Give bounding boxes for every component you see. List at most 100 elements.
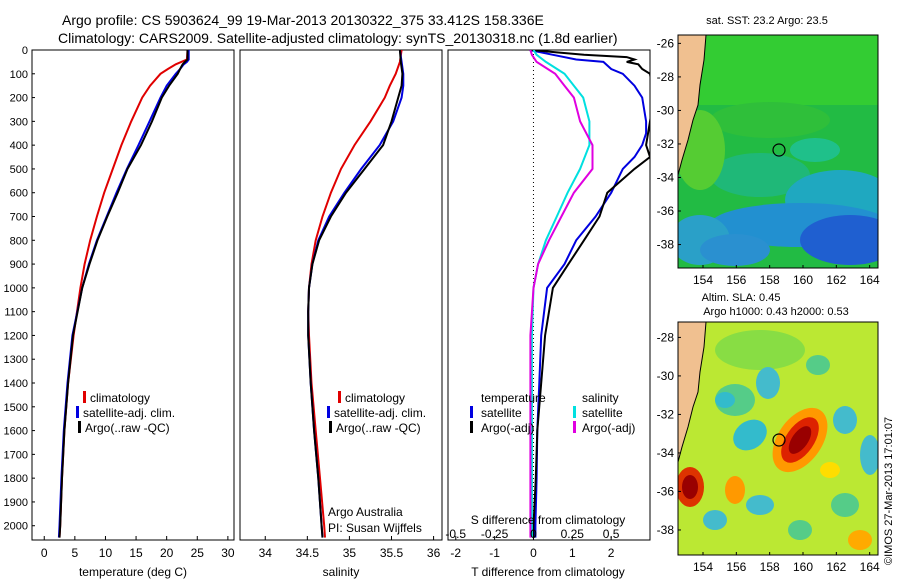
lat-tick-label: -32	[657, 407, 675, 421]
s-difference-label: S difference from climatology	[471, 513, 626, 527]
depth-tick-label: 2000	[4, 521, 28, 533]
legend-label-climatology: climatology	[345, 391, 405, 405]
x-tick-label: 0	[41, 546, 48, 560]
depth-tick-label: 1500	[4, 402, 28, 414]
salinity-argo-line	[307, 50, 404, 538]
s-tick-label: -0.5	[445, 527, 466, 541]
lon-tick-label: 164	[860, 273, 880, 287]
x-tick-label: 35	[343, 546, 357, 560]
legend-label-salinity-satellite: satellite	[582, 406, 623, 420]
depth-tick-label: 1300	[4, 354, 28, 366]
salinity-xlabel: salinity	[323, 565, 360, 579]
lat-tick-label: -34	[657, 170, 675, 184]
sst-field	[678, 35, 878, 268]
x-tick-label: 15	[129, 546, 143, 560]
salinity-axes-box	[239, 49, 443, 541]
x-tick-label: 35.5	[380, 546, 404, 560]
lon-tick-label: 164	[860, 560, 880, 574]
t-diff-satellite-line	[529, 50, 648, 538]
lon-tick-label: 162	[826, 273, 846, 287]
depth-tick-label: 1200	[4, 330, 28, 342]
sla-map-box	[677, 321, 879, 556]
legend-label-climatology: climatology	[90, 391, 150, 405]
t-diff-argo-line	[531, 50, 650, 538]
argo-position-marker	[772, 143, 786, 157]
legend-swatch-argo	[329, 421, 332, 433]
depth-tick-label: 200	[10, 93, 28, 105]
argo-position-marker	[772, 433, 786, 447]
temperature-xlabel: temperature (deg C)	[79, 565, 187, 579]
salinity-panel: 34 34.5 35 35.5 36 salinity climatology sate…	[239, 49, 443, 579]
legend-label-temperature-argo: Argo(-adj)	[481, 421, 534, 435]
difference-axes-box	[447, 49, 651, 541]
sla-map-title-2: Argo h1000: 0.43 h2000: 0.53	[703, 306, 849, 318]
lon-tick-label: 154	[693, 273, 713, 287]
lat-tick-label: -38	[657, 238, 675, 252]
legend-swatch-temperature-argo	[470, 421, 473, 433]
t-tick-label: -1	[489, 546, 500, 560]
temperature-panel: 0100200300400500600700800900100011001200…	[4, 45, 451, 579]
depth-tick-label: 1000	[4, 283, 28, 295]
lon-tick-label: 160	[793, 273, 813, 287]
depth-tick-label: 1600	[4, 426, 28, 438]
depth-tick-label: 1400	[4, 378, 28, 390]
depth-tick-label: 1100	[4, 307, 28, 319]
salinity-climatology-line	[307, 50, 403, 538]
s-tick-label: 0.25	[561, 527, 585, 541]
lat-tick-label: -36	[657, 204, 675, 218]
legend-swatch-climatology	[338, 391, 341, 403]
x-tick-label: 34.5	[296, 546, 320, 560]
sst-map-box	[677, 34, 879, 269]
t-tick-label: -2	[450, 546, 461, 560]
sla-field	[678, 322, 878, 555]
lat-tick-label: -30	[657, 103, 675, 117]
depth-tick-label: 1700	[4, 449, 28, 461]
s-tick-label: -0.25	[481, 527, 509, 541]
legend-swatch-salinity-satellite	[573, 406, 576, 418]
legend-swatch-satellite	[327, 406, 330, 418]
lon-tick-label: 160	[793, 560, 813, 574]
sla-map-title-1: Altim. SLA: 0.45	[702, 292, 781, 304]
legend-swatch-argo	[78, 421, 81, 433]
s-diff-satellite-line	[530, 50, 591, 538]
lon-tick-label: 156	[726, 560, 746, 574]
lat-tick-label: -30	[657, 369, 675, 383]
sst-map-title: sat. SST: 23.2 Argo: 23.5	[706, 15, 828, 27]
depth-tick-label: 800	[10, 235, 28, 247]
t-tick-label: 1	[569, 546, 576, 560]
salinity-legend: climatology satellite-adj. clim. Argo(..…	[327, 391, 426, 435]
temperature-axes-box	[31, 49, 235, 541]
legend-swatch-temperature-satellite	[470, 406, 473, 418]
lat-tick-label: -36	[657, 484, 675, 498]
sst-map: sat. SST: 23.2 Argo: 23.5 154 156 158 160 16…	[657, 15, 880, 287]
annotation-argo-australia: Argo Australia	[328, 505, 403, 519]
header-line-2: Climatology: CARS2009. Satellite-adjuste…	[58, 30, 618, 46]
s-tick-label: 0.5	[603, 527, 620, 541]
s-tick-label: 0	[530, 527, 537, 541]
depth-tick-label: 700	[10, 212, 28, 224]
s-diff-argo-line	[529, 50, 594, 538]
lon-tick-label: 162	[826, 560, 846, 574]
sla-map: Altim. SLA: 0.45 Argo h1000: 0.43 h2000:…	[657, 292, 880, 574]
lon-tick-label: 158	[760, 273, 780, 287]
x-tick-label: 5	[72, 546, 79, 560]
depth-tick-label: 1800	[4, 473, 28, 485]
lon-tick-label: 154	[693, 560, 713, 574]
temperature-argo-line	[58, 50, 189, 538]
lon-tick-label: 158	[760, 560, 780, 574]
depth-tick-label: 100	[10, 69, 28, 81]
lat-tick-label: -28	[657, 70, 675, 84]
difference-panel: -2 -1 0 1 2 -0.5 -0.25 0 0.25 0.5 temperature sat…	[445, 49, 651, 579]
legend-label-argo: Argo(..raw -QC)	[336, 421, 421, 435]
t-tick-label: 0	[530, 546, 537, 560]
t-difference-label: T difference from climatology	[471, 565, 625, 579]
depth-tick-label: 900	[10, 259, 28, 271]
annotation-pi: PI: Susan Wijffels	[328, 521, 422, 535]
legend-label-argo: Argo(..raw -QC)	[85, 421, 170, 435]
legend-swatch-climatology	[83, 391, 86, 403]
temperature-legend: climatology satellite-adj. clim. Argo(..…	[76, 391, 175, 435]
lat-tick-label: -26	[657, 36, 675, 50]
lat-tick-label: -32	[657, 137, 675, 151]
x-tick-label: 20	[160, 546, 174, 560]
